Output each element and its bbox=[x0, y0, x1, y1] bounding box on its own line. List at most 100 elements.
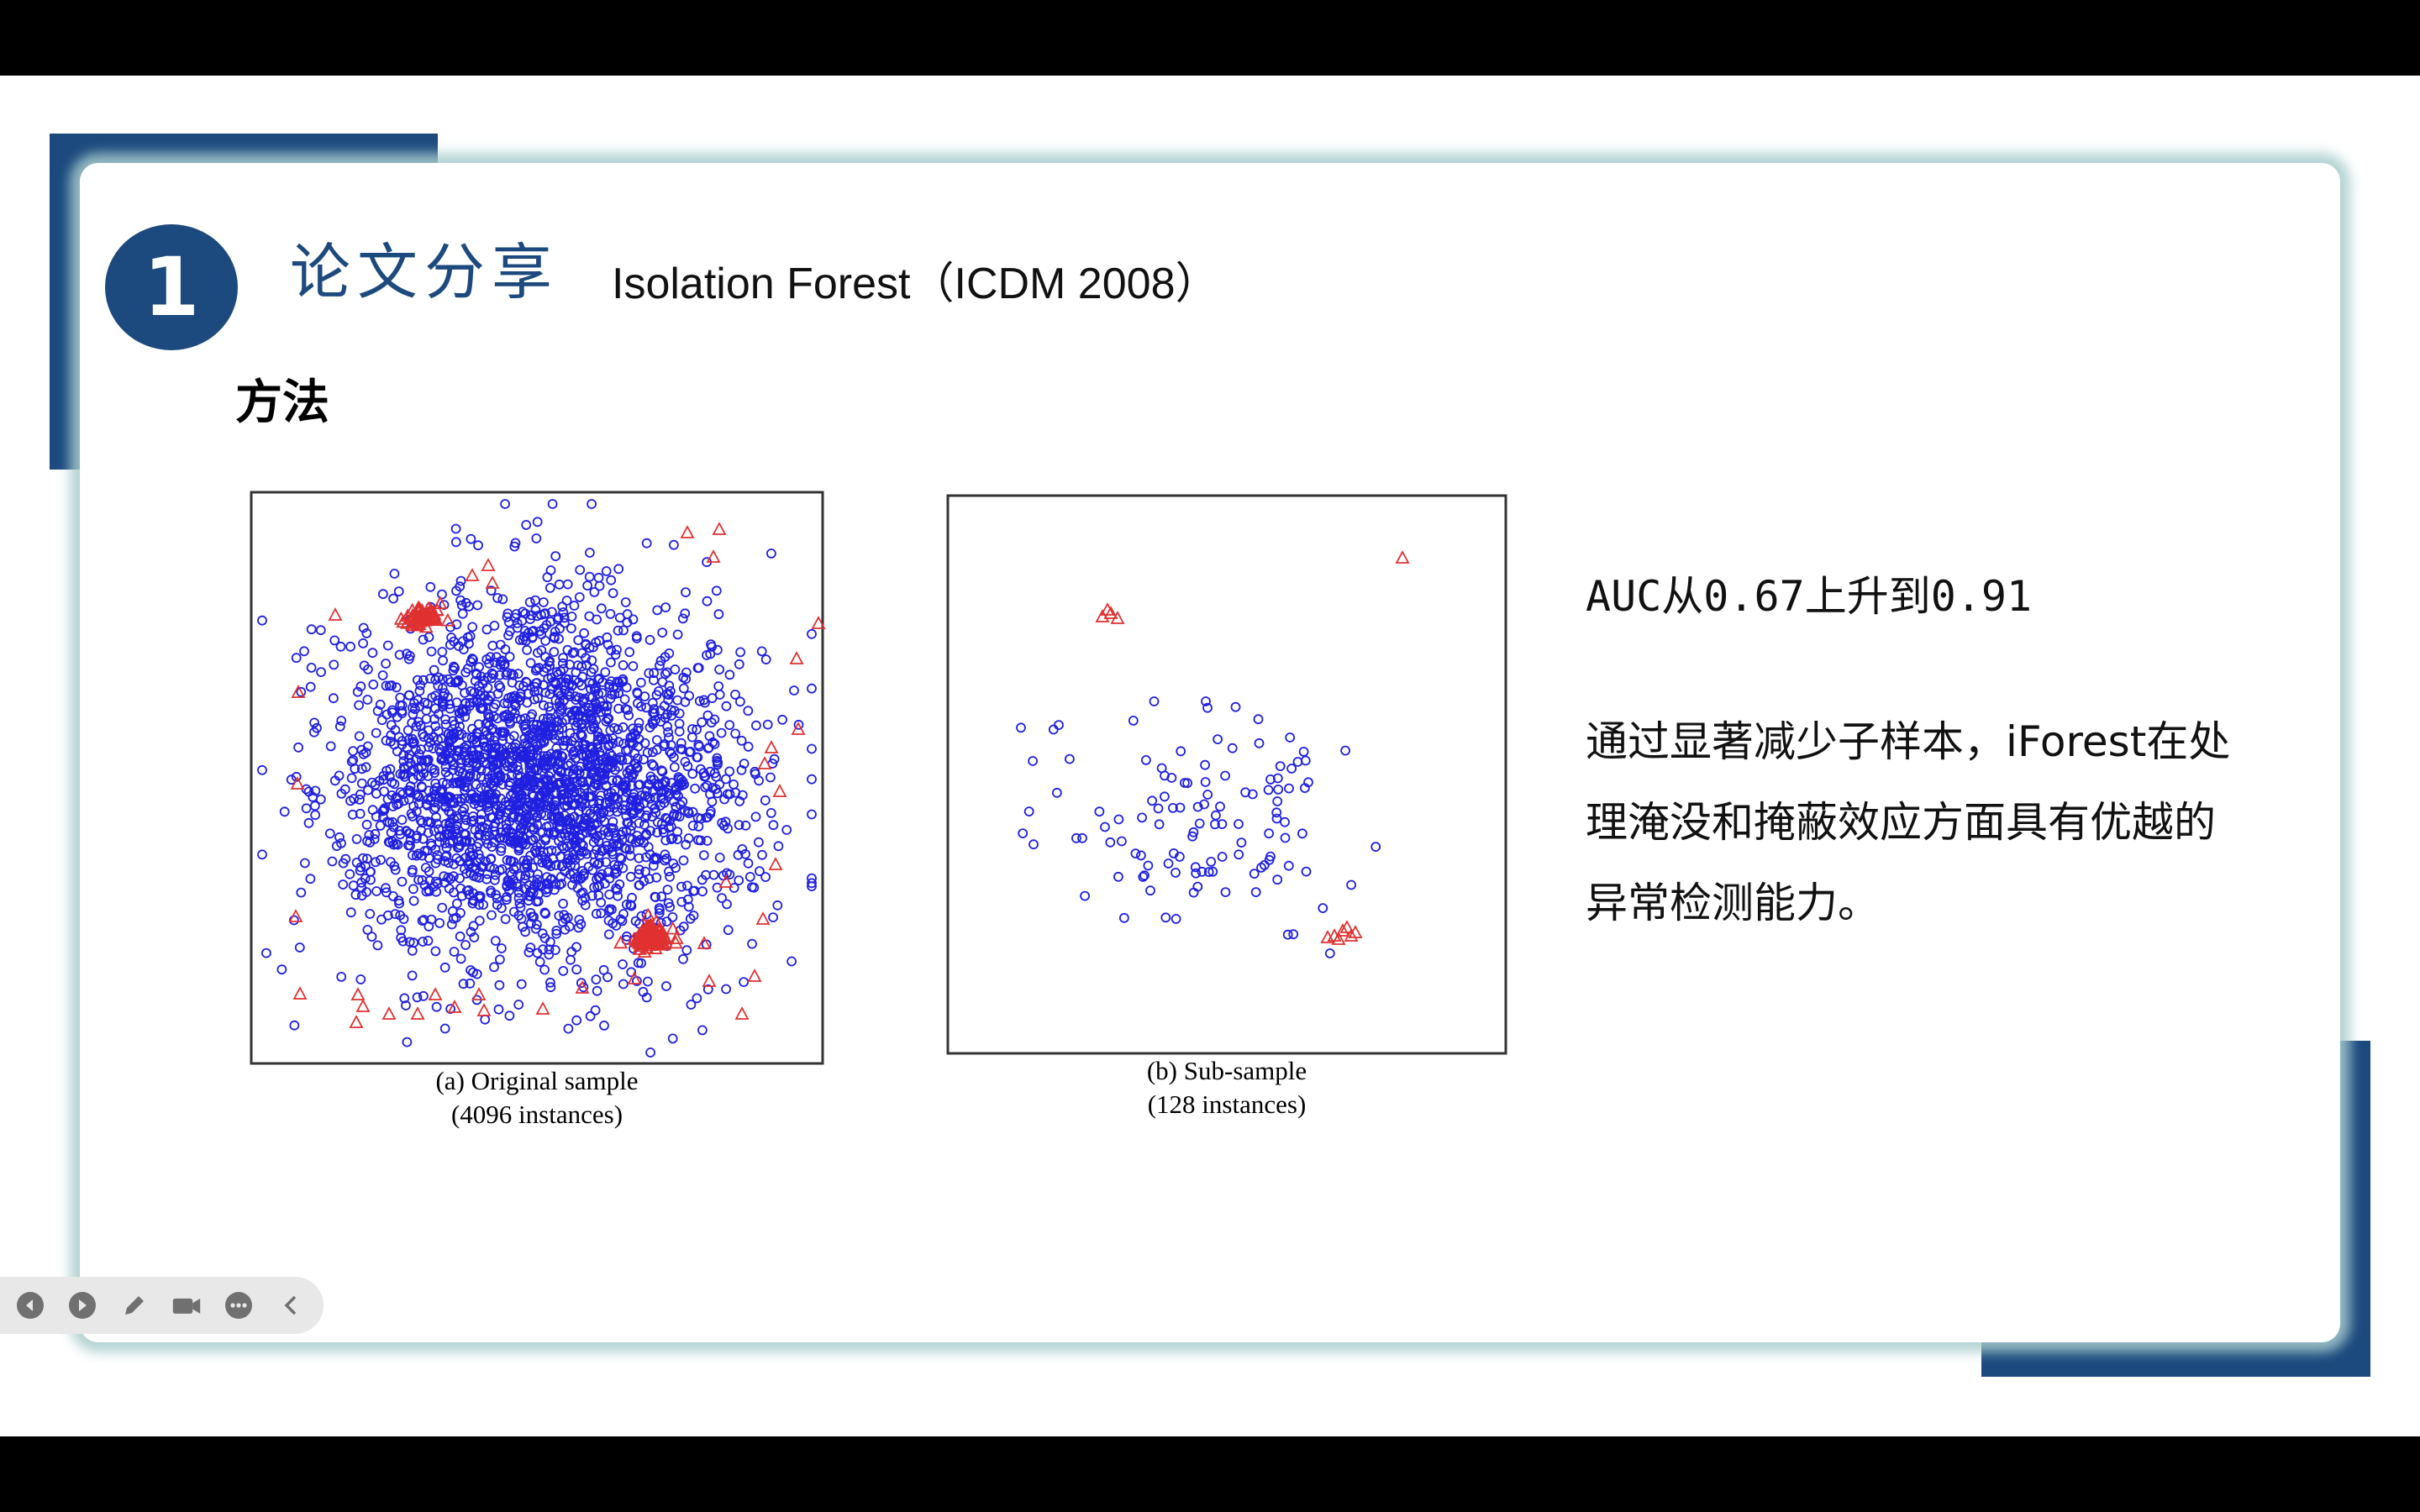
normal-point bbox=[672, 629, 683, 640]
normal-point bbox=[663, 727, 673, 738]
pen-icon[interactable] bbox=[119, 1290, 150, 1320]
prev-icon[interactable] bbox=[15, 1290, 45, 1320]
normal-point bbox=[523, 688, 534, 699]
normal-point bbox=[621, 900, 632, 910]
normal-point bbox=[674, 726, 685, 737]
normal-point bbox=[534, 663, 544, 673]
normal-point bbox=[310, 810, 321, 821]
normal-point bbox=[544, 583, 555, 593]
normal-point bbox=[444, 821, 455, 831]
normal-point bbox=[495, 727, 506, 738]
normal-point bbox=[465, 769, 476, 779]
normal-point bbox=[610, 864, 621, 874]
normal-point bbox=[688, 911, 699, 921]
normal-point bbox=[513, 1000, 524, 1010]
normal-point bbox=[667, 1033, 678, 1044]
normal-point bbox=[388, 593, 399, 604]
normal-point bbox=[681, 839, 692, 850]
normal-point bbox=[521, 813, 532, 824]
normal-point bbox=[1285, 732, 1296, 743]
normal-point bbox=[645, 1047, 655, 1058]
normal-point bbox=[529, 744, 539, 755]
normal-point bbox=[586, 713, 597, 723]
normal-point bbox=[503, 693, 513, 703]
normal-point bbox=[536, 720, 546, 731]
normal-point bbox=[574, 592, 585, 602]
normal-point bbox=[456, 779, 467, 790]
normal-point bbox=[649, 668, 659, 679]
normal-point bbox=[576, 661, 587, 672]
normal-point bbox=[676, 896, 687, 907]
normal-point bbox=[601, 706, 612, 717]
normal-point bbox=[1202, 702, 1213, 713]
normal-point bbox=[624, 738, 635, 748]
normal-point bbox=[374, 775, 385, 786]
normal-point bbox=[1220, 770, 1230, 781]
normal-point bbox=[1340, 745, 1350, 756]
normal-point bbox=[599, 769, 610, 779]
normal-point bbox=[671, 789, 681, 800]
normal-point bbox=[705, 766, 716, 777]
normal-point bbox=[563, 1023, 574, 1034]
normal-point bbox=[588, 664, 599, 675]
normal-point bbox=[549, 632, 560, 642]
collapse-icon[interactable] bbox=[276, 1290, 306, 1320]
normal-point bbox=[634, 717, 644, 728]
normal-point bbox=[697, 717, 708, 727]
normal-point bbox=[555, 778, 566, 789]
normal-point bbox=[528, 863, 538, 873]
normal-point bbox=[358, 638, 369, 648]
normal-point bbox=[468, 850, 479, 861]
normal-point bbox=[366, 932, 377, 942]
normal-point bbox=[505, 879, 515, 890]
normal-point bbox=[632, 688, 643, 699]
normal-point bbox=[639, 798, 650, 809]
normal-point bbox=[434, 837, 445, 848]
next-icon[interactable] bbox=[67, 1290, 97, 1320]
normal-point bbox=[494, 680, 504, 690]
figure-scatterplots bbox=[250, 491, 1507, 1065]
normal-point bbox=[481, 624, 492, 635]
normal-point bbox=[1213, 734, 1223, 744]
normal-point bbox=[460, 688, 470, 698]
normal-point bbox=[522, 644, 532, 655]
anomaly-point bbox=[1348, 925, 1363, 938]
normal-point bbox=[483, 773, 494, 783]
normal-point bbox=[628, 723, 638, 734]
camera-icon[interactable] bbox=[171, 1290, 202, 1320]
normal-point bbox=[429, 664, 439, 675]
normal-point bbox=[367, 648, 378, 659]
normal-point bbox=[539, 776, 550, 786]
normal-point bbox=[395, 692, 406, 703]
anomaly-point bbox=[712, 522, 727, 535]
normal-point bbox=[454, 766, 465, 777]
normal-point bbox=[1139, 870, 1150, 881]
normal-point bbox=[385, 764, 396, 774]
normal-point bbox=[762, 719, 773, 730]
normal-point bbox=[734, 875, 744, 885]
normal-point bbox=[460, 940, 471, 950]
normal-point bbox=[434, 918, 445, 928]
normal-point bbox=[581, 653, 591, 664]
normal-point bbox=[355, 795, 365, 805]
normal-point bbox=[576, 874, 586, 885]
normal-point bbox=[391, 682, 402, 693]
normal-point bbox=[425, 581, 436, 592]
normal-point bbox=[528, 749, 539, 760]
normal-point bbox=[554, 688, 564, 698]
normal-point bbox=[389, 569, 400, 579]
normal-point bbox=[520, 713, 531, 724]
normal-point bbox=[660, 855, 671, 866]
normal-point bbox=[416, 755, 427, 766]
normal-point bbox=[503, 805, 514, 816]
more-icon[interactable] bbox=[224, 1290, 254, 1320]
normal-point bbox=[581, 806, 592, 816]
normal-point bbox=[750, 811, 761, 822]
normal-point bbox=[564, 921, 575, 932]
normal-point bbox=[1265, 774, 1276, 785]
normal-point bbox=[685, 913, 696, 924]
normal-point bbox=[544, 944, 555, 955]
normal-point bbox=[310, 785, 321, 796]
normal-point bbox=[422, 757, 433, 767]
normal-point bbox=[700, 782, 710, 793]
